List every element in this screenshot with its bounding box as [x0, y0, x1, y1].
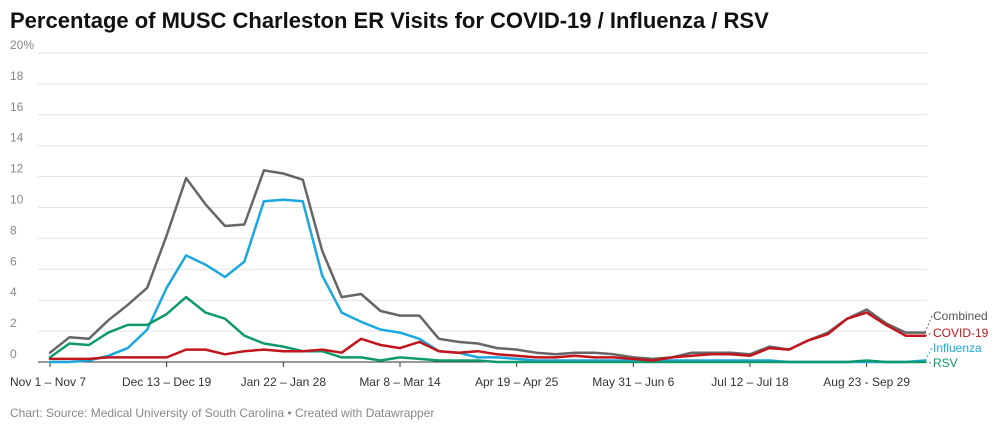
series-line-rsv [48, 295, 927, 364]
x-tick-label-2: Jan 22 – Jan 28 [241, 375, 327, 389]
x-tick-label-4: Apr 19 – Apr 25 [475, 375, 559, 389]
y-tick-label-2: 2 [10, 316, 17, 330]
y-tick-label-14: 14 [10, 131, 24, 145]
y-tick-label-6: 6 [10, 254, 17, 268]
label-leader-rsv [924, 361, 933, 364]
x-tick-label-0: Nov 1 – Nov 7 [10, 375, 86, 389]
x-tick-label-3: Mar 8 – Mar 14 [359, 375, 441, 389]
y-tick-label-18: 18 [10, 69, 24, 83]
x-tick-label-1: Dec 13 – Dec 19 [122, 375, 212, 389]
y-tick-label-4: 4 [10, 285, 17, 299]
y-axis-ticks: 0 2 4 6 8 10 12 14 16 18 20% [10, 38, 34, 361]
series-label-influenza: Influenza [933, 341, 982, 355]
label-leader-influenza [924, 347, 933, 361]
series-label-rsv: RSV [933, 356, 958, 370]
x-tick-label-5: May 31 – Jun 6 [592, 375, 674, 389]
gridlines [38, 52, 927, 363]
series-line-influenza [48, 198, 927, 364]
x-axis-ticks: Nov 1 – Nov 7 Dec 13 – Dec 19 Jan 22 – Jan… [10, 362, 910, 389]
y-tick-label-10: 10 [10, 193, 24, 207]
series-line-covid-19 [48, 311, 927, 362]
series-lines [48, 169, 927, 364]
x-tick-label-6: Jul 12 – Jul 18 [711, 375, 789, 389]
x-tick-label-7: Aug 23 - Sep 29 [823, 375, 910, 389]
chart-title: Percentage of MUSC Charleston ER Visits … [10, 8, 769, 33]
series-label-covid-19: COVID-19 [933, 326, 989, 340]
y-tick-label-20: 20% [10, 38, 34, 52]
y-tick-label-16: 16 [10, 100, 24, 114]
label-leader-combined [924, 315, 933, 333]
y-tick-label-0: 0 [10, 347, 17, 361]
y-tick-label-12: 12 [10, 162, 24, 176]
chart-footer: Chart: Source: Medical University of Sou… [10, 406, 435, 420]
label-leader-covid-19 [924, 332, 933, 337]
series-label-combined: Combined [933, 309, 988, 323]
y-tick-label-8: 8 [10, 223, 17, 237]
